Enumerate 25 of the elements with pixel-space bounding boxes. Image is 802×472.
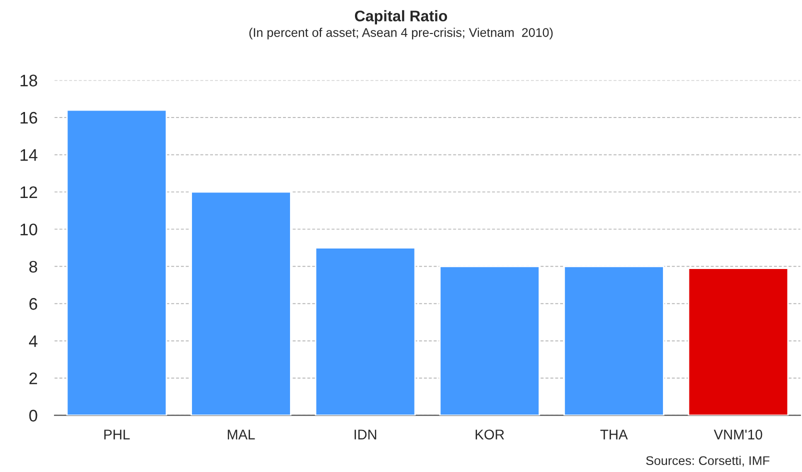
y-tick-label: 0 [29, 410, 38, 422]
y-tick-label: 14 [20, 149, 38, 161]
y-tick-label: 12 [20, 186, 38, 198]
bar [190, 191, 292, 416]
x-tick-label: IDN [354, 430, 376, 440]
bar [314, 247, 416, 416]
y-tick-label: 6 [29, 298, 38, 310]
y-tick-label: 18 [20, 74, 38, 86]
chart-title: Capital Ratio [354, 10, 448, 24]
y-tick-label: 8 [29, 260, 38, 273]
source-note: Sources: Corsetti, IMF [646, 456, 770, 467]
bar [66, 109, 168, 416]
x-tick-label: MAL [228, 430, 255, 440]
bar [439, 266, 540, 416]
bar [564, 266, 664, 416]
chart-subtitle: (In percent of asset; Asean 4 pre-crisis; Vietnam 2010) [249, 28, 553, 40]
x-tick-label: THA [600, 430, 628, 440]
x-tick-label: VNM'10 [714, 430, 762, 440]
x-tick-label: KOR [476, 430, 504, 440]
y-tick-label: 10 [20, 224, 38, 236]
y-tick-label: 4 [28, 335, 38, 347]
x-tick-label: PHL [104, 430, 130, 440]
y-tick-label: 16 [20, 112, 38, 124]
bar [688, 268, 789, 416]
y-tick-label: 2 [29, 372, 38, 384]
